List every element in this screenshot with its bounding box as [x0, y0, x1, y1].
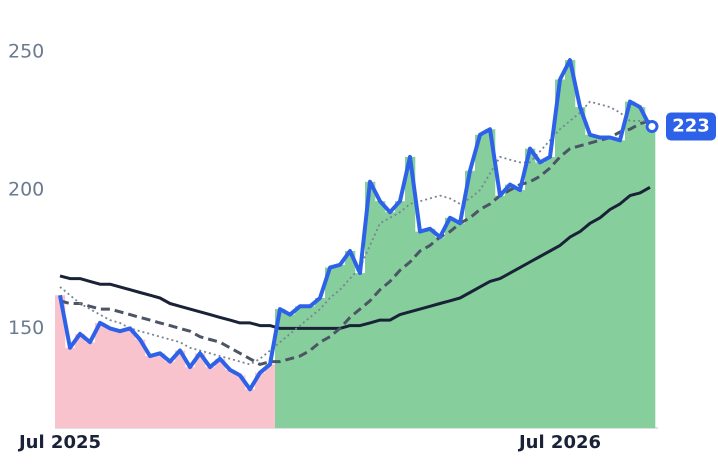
y-tick-label: 200 — [8, 179, 44, 201]
area-bar — [235, 375, 246, 428]
area-bar — [225, 369, 236, 428]
area-bar — [145, 356, 156, 428]
area-bar — [605, 137, 616, 428]
area-bar — [545, 156, 556, 428]
area-bar — [165, 361, 176, 428]
area-bar — [525, 148, 536, 428]
area-bar — [475, 134, 486, 428]
area-bar — [135, 339, 146, 428]
area-bar — [435, 237, 446, 428]
price-line — [59, 185, 651, 330]
area-bar — [325, 267, 336, 428]
area-bar — [95, 322, 106, 428]
area-bar — [155, 353, 166, 428]
area-bar — [415, 231, 426, 428]
area-bar — [85, 342, 96, 428]
area-bar — [125, 328, 136, 428]
area-bar — [635, 107, 646, 428]
area-bar — [515, 190, 526, 428]
area-bar — [535, 162, 546, 428]
area-bar — [295, 306, 306, 428]
area-bar — [625, 101, 636, 429]
y-tick-label: 150 — [8, 317, 44, 339]
area-bar — [355, 273, 366, 428]
area-bar — [55, 295, 66, 428]
area-bar — [205, 367, 216, 428]
area-bar — [215, 358, 226, 428]
area-bar — [335, 264, 346, 428]
area-bar — [455, 223, 466, 428]
area-bar — [585, 134, 596, 428]
price-line — [58, 58, 652, 392]
area-bar — [285, 314, 296, 428]
area-bar — [485, 129, 496, 428]
area-bar — [305, 306, 316, 428]
area-bar — [255, 372, 266, 428]
area-bar — [105, 328, 116, 428]
area-bar — [265, 364, 276, 428]
area-bar — [575, 107, 586, 428]
area-bar — [615, 140, 626, 428]
area-bar — [115, 331, 126, 428]
area-bar — [175, 350, 186, 428]
last-value-label: 223 — [672, 115, 710, 136]
area-bar — [645, 126, 656, 428]
area-bar — [65, 347, 76, 428]
area-bar — [245, 389, 256, 428]
area-bar — [465, 170, 476, 428]
price-line — [59, 100, 650, 366]
area-bar — [445, 217, 456, 428]
area-bar — [375, 201, 386, 428]
area-bar — [405, 156, 416, 428]
area-bar — [565, 60, 576, 428]
area-bar — [195, 353, 206, 428]
price-line — [59, 119, 651, 366]
area-bar — [425, 228, 436, 428]
area-bar — [75, 333, 86, 428]
area-bar — [555, 79, 566, 429]
area-bar — [495, 195, 506, 428]
area-bar — [315, 297, 326, 428]
y-tick-label: 250 — [8, 40, 44, 62]
area-bar — [345, 250, 356, 428]
x-tick-label: Jul 2025 — [17, 432, 101, 453]
last-badge — [666, 112, 716, 141]
x-tick-label: Jul 2026 — [517, 432, 601, 453]
area-bar — [505, 184, 516, 428]
area-bar — [185, 367, 196, 428]
last-point — [645, 119, 659, 133]
area-bar — [275, 309, 286, 428]
area-bar — [365, 181, 376, 428]
area-bar — [595, 137, 606, 428]
